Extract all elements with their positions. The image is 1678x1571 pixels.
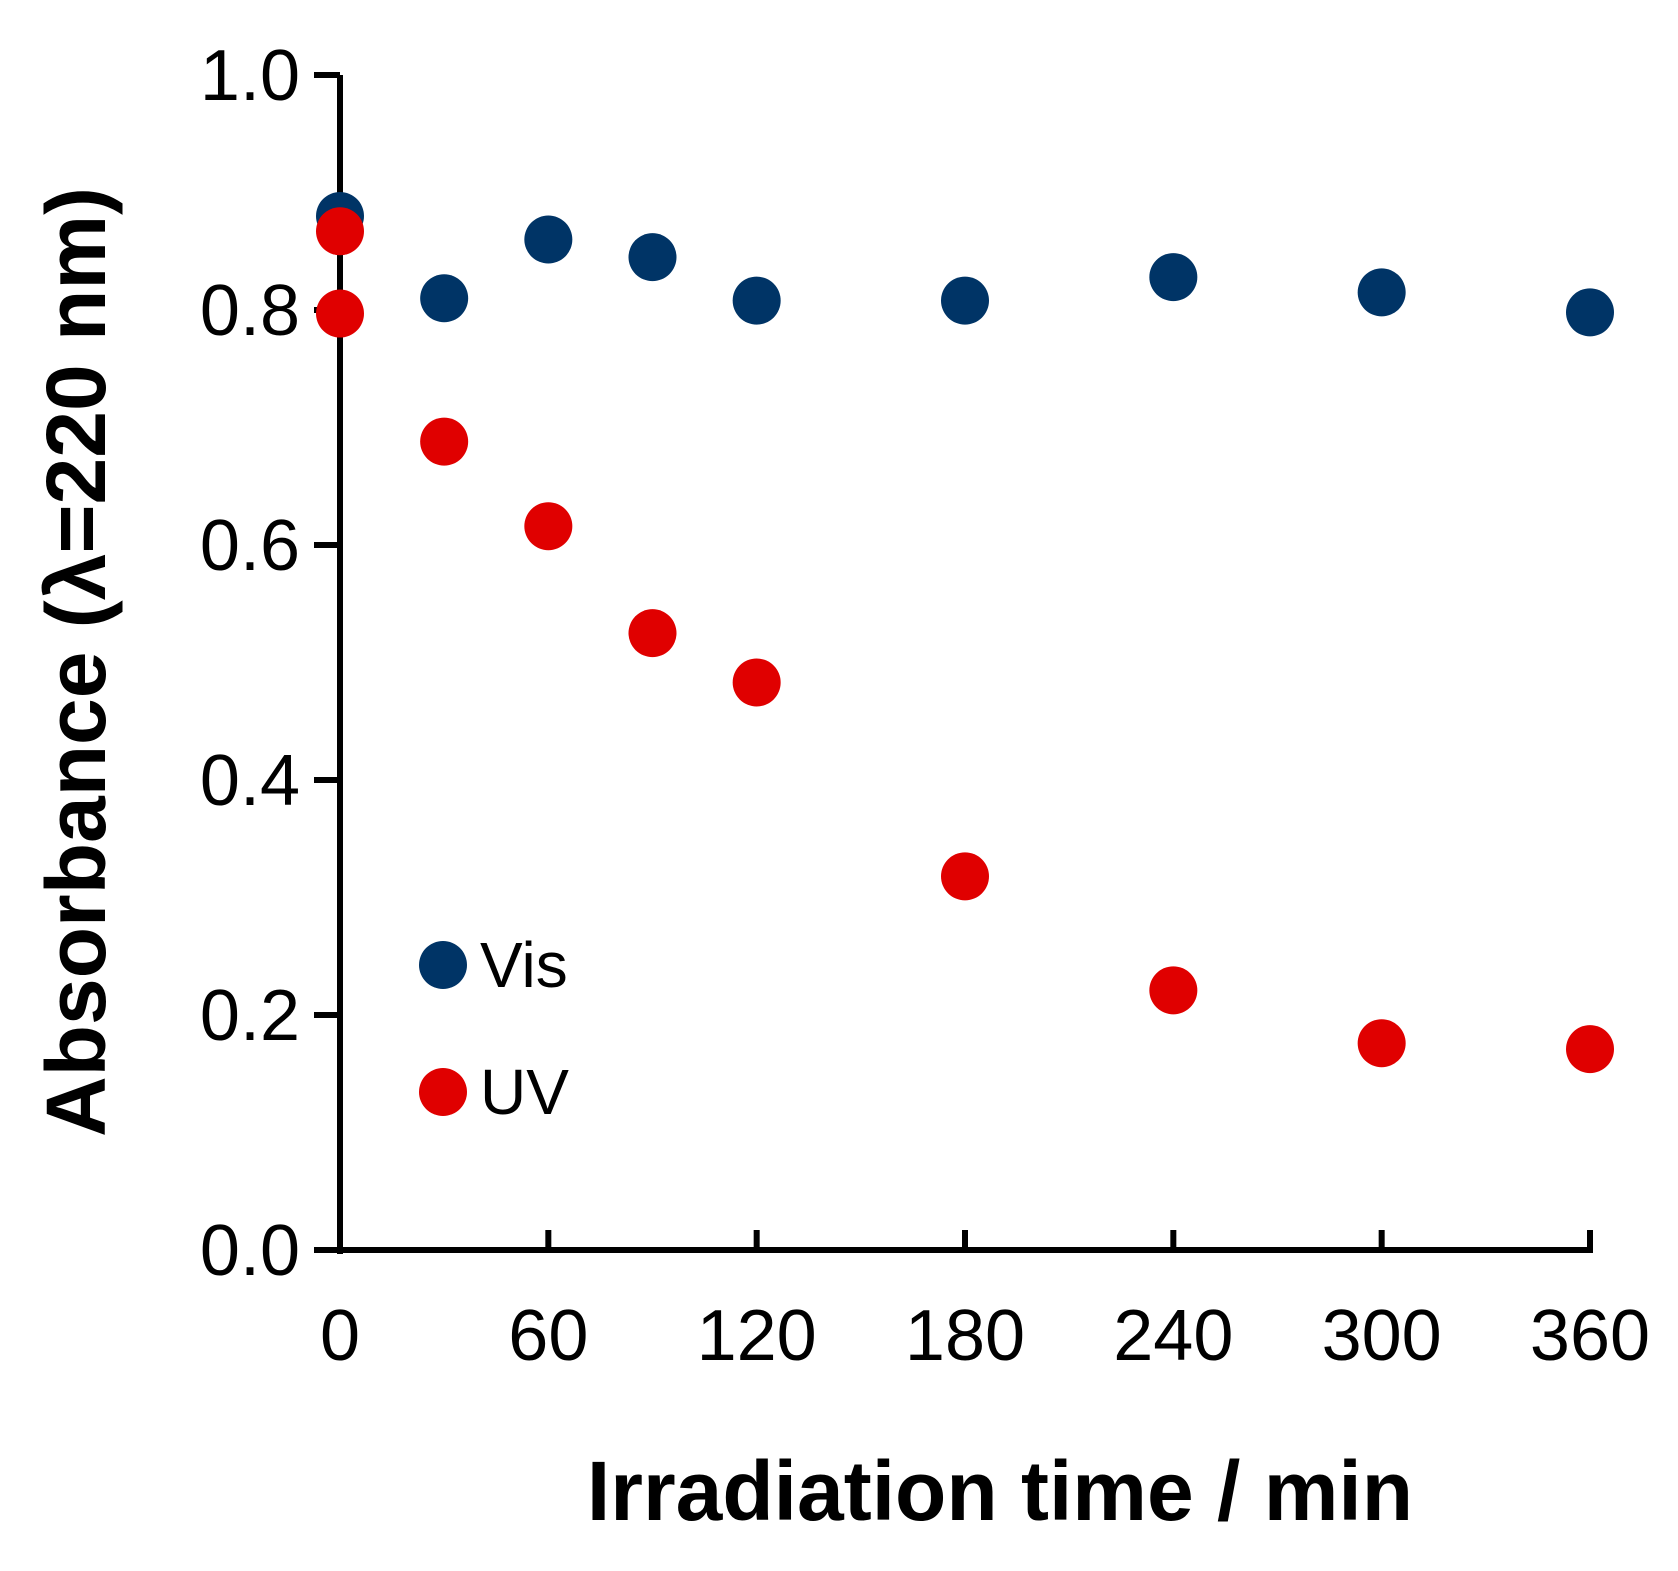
x-axis-title: Irradiation time / min [587,1444,1413,1538]
legend: Vis UV [419,929,569,1128]
y-tick-label: 0.4 [200,741,300,821]
point-uv [420,417,469,466]
y-tick-label: 0.6 [200,506,300,586]
x-tick-label: 240 [1113,1296,1233,1376]
point-uv [316,207,364,256]
y-tick-label: 0.0 [200,1211,300,1291]
y-tick-label: 1.0 [200,36,300,116]
legend-label-uv: UV [480,1056,569,1128]
x-tick-label: 360 [1530,1296,1650,1376]
x-tick-label: 300 [1322,1296,1442,1376]
point-vis [1149,253,1198,302]
point-uv [732,658,781,707]
point-uv [1357,1019,1406,1068]
point-uv [1149,966,1198,1015]
point-vis [524,215,573,264]
legend-marker-uv [419,1068,467,1116]
point-uv [941,852,989,901]
legend-marker-vis [419,941,467,989]
point-vis [732,276,781,325]
x-tick-label: 120 [697,1296,817,1376]
y-tick-label: 0.2 [200,976,300,1056]
ticks: 0.0 0.2 0.4 0.6 0.8 1.0 0 60 120 180 240 300 360 [200,36,1650,1376]
point-vis [628,233,677,282]
point-uv [316,289,364,338]
x-tick-label: 0 [320,1296,360,1376]
y-axis-title: Absorbance (λ=220 nm) [29,187,123,1137]
point-vis [1566,288,1614,337]
y-tick-label: 0.8 [200,271,300,351]
point-uv [524,502,573,551]
data-points [316,192,1614,1074]
legend-label-vis: Vis [480,929,568,1001]
point-vis [1357,268,1406,317]
x-tick-label: 180 [905,1296,1025,1376]
point-uv [1566,1025,1614,1074]
point-vis [941,276,989,325]
x-tick-label: 60 [508,1296,588,1376]
point-uv [628,609,677,658]
point-vis [420,274,469,323]
